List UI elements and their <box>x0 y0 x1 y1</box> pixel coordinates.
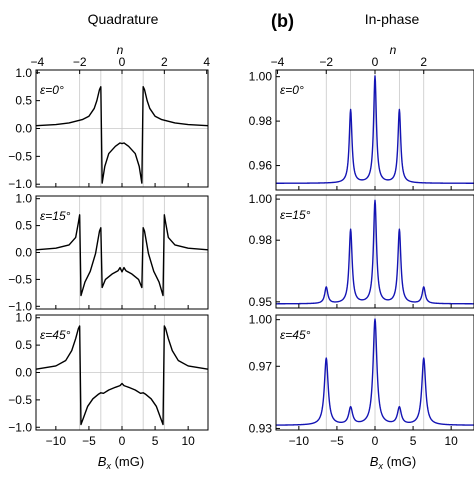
x-tick-label: −10 <box>46 434 67 448</box>
y-tick-label: 0.98 <box>249 114 273 128</box>
series-line <box>35 325 209 426</box>
bottom-axis-label-left: Bx (mG) <box>98 454 144 471</box>
x-tick-label: 10 <box>444 434 458 448</box>
y-tick-label: 1.0 <box>15 66 32 80</box>
x-tick-label: −10 <box>289 434 310 448</box>
y-tick-label: −0.5 <box>8 393 32 407</box>
panel-4: ε=0° 0.96 0.98 1.00−4 −2 0 2 <box>249 55 474 191</box>
right-column-title: In-phase <box>365 11 420 27</box>
panel-2: ε=15° −1.0 −0.5 0.0 0.5 1.0 <box>8 192 209 313</box>
top-tick-label: 4 <box>203 55 210 69</box>
x-tick-label: −5 <box>82 434 96 448</box>
top-axis-label-right: n <box>390 43 397 57</box>
top-tick-label: 0 <box>372 55 379 69</box>
top-tick-label: −4 <box>271 55 285 69</box>
series-line <box>275 75 474 184</box>
y-tick-label: 1.0 <box>15 311 32 325</box>
panel-1: ε=0° −1.0 −0.5 0.0 0.5 1.0−4 −2 0 2 4 <box>8 55 210 191</box>
top-tick-label: 2 <box>161 55 168 69</box>
panel-3: ε=45° −1.0 −0.5 0.0 0.5 1.0 −10 −5 0 5 10 <box>8 311 209 448</box>
axis-label-b: B <box>370 454 379 469</box>
y-tick-label: 1.00 <box>249 70 273 84</box>
y-tick-label: 1.00 <box>249 313 273 327</box>
y-tick-label: −0.5 <box>8 272 32 286</box>
panel-annotation: ε=0° <box>40 83 64 97</box>
y-tick-label: −1.0 <box>8 299 32 313</box>
panel-annotation: ε=45° <box>40 328 71 342</box>
y-tick-label: −0.5 <box>8 149 32 163</box>
x-tick-label: 5 <box>152 434 159 448</box>
y-tick-label: 0.95 <box>249 295 273 309</box>
axis-label-sub: x <box>377 461 383 471</box>
y-tick-label: 0.5 <box>15 219 32 233</box>
top-tick-label: −4 <box>30 55 44 69</box>
bottom-axis-label-right: Bx (mG) <box>370 454 416 471</box>
y-tick-label: −1.0 <box>8 420 32 434</box>
x-tick-label: 0 <box>372 434 379 448</box>
x-tick-label: 5 <box>410 434 417 448</box>
y-tick-label: 0.5 <box>15 94 32 108</box>
axis-label-sub: x <box>105 461 111 471</box>
y-tick-label: 1.00 <box>249 192 273 206</box>
left-column-title: Quadrature <box>88 11 159 27</box>
series-line <box>35 86 209 184</box>
right-panel-tag: (b) <box>271 11 294 31</box>
x-tick-label: 0 <box>119 434 126 448</box>
panel-6: ε=45° 0.93 0.97 1.00 −10 −5 0 5 10 <box>249 313 474 448</box>
series-line <box>275 318 474 426</box>
panel-annotation: ε=15° <box>40 209 71 223</box>
y-tick-label: 0.0 <box>15 246 32 260</box>
y-tick-label: −1.0 <box>8 177 32 191</box>
axis-label-unit: (mG) <box>111 454 144 469</box>
y-tick-label: 0.97 <box>249 359 273 373</box>
panel-annotation: ε=0° <box>280 83 304 97</box>
axis-label-unit: (mG) <box>383 454 416 469</box>
top-tick-label: 2 <box>420 55 427 69</box>
y-tick-label: 0.0 <box>15 366 32 380</box>
top-axis-label-left: n <box>117 43 124 57</box>
panel-annotation: ε=45° <box>280 328 311 342</box>
y-tick-label: 0.0 <box>15 122 32 136</box>
panel-5: ε=15° 0.95 0.98 1.00 <box>249 192 474 309</box>
x-tick-label: 10 <box>181 434 195 448</box>
axis-label-b: B <box>98 454 107 469</box>
x-tick-label: −5 <box>330 434 344 448</box>
y-tick-label: 1.0 <box>15 192 32 206</box>
y-tick-label: 0.5 <box>15 338 32 352</box>
series-line <box>275 199 474 305</box>
top-tick-label: −2 <box>73 55 87 69</box>
panel-annotation: ε=15° <box>280 208 311 222</box>
top-tick-label: −2 <box>319 55 333 69</box>
top-tick-label: 0 <box>119 55 126 69</box>
y-tick-label: 0.98 <box>249 233 273 247</box>
series-line <box>35 214 209 297</box>
y-tick-label: 0.93 <box>249 421 273 435</box>
y-tick-label: 0.96 <box>249 159 273 173</box>
